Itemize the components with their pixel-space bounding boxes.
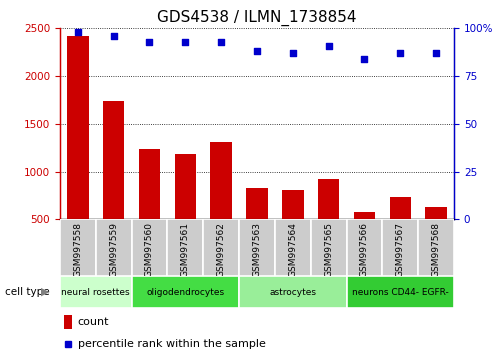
Point [396, 50, 404, 56]
Bar [382, 219, 418, 276]
Bar [347, 219, 382, 276]
Bar [60, 276, 132, 308]
Text: GSM997564: GSM997564 [288, 222, 297, 277]
Point [181, 39, 189, 45]
Text: GSM997558: GSM997558 [73, 222, 82, 277]
Text: cell type: cell type [5, 287, 49, 297]
Text: GSM997562: GSM997562 [217, 222, 226, 277]
Bar [282, 190, 303, 219]
Text: neural rosettes: neural rosettes [61, 287, 130, 297]
Bar [347, 276, 454, 308]
Bar [239, 219, 275, 276]
Bar [239, 276, 347, 308]
Bar [139, 149, 160, 219]
Text: neurons CD44- EGFR-: neurons CD44- EGFR- [352, 287, 449, 297]
Bar [426, 207, 447, 219]
Bar [318, 179, 339, 219]
Text: GSM997565: GSM997565 [324, 222, 333, 277]
Text: GSM997567: GSM997567 [396, 222, 405, 277]
Point [325, 43, 333, 48]
Point [110, 33, 118, 39]
Bar [132, 276, 239, 308]
Bar [275, 219, 311, 276]
Bar [64, 315, 72, 329]
Text: GSM997563: GSM997563 [252, 222, 261, 277]
Point [146, 39, 154, 45]
Bar [132, 219, 167, 276]
Text: GSM997560: GSM997560 [145, 222, 154, 277]
Bar [390, 198, 411, 219]
Bar [60, 219, 96, 276]
Bar [103, 101, 124, 219]
Bar [246, 188, 268, 219]
Text: percentile rank within the sample: percentile rank within the sample [78, 339, 265, 349]
Point [289, 50, 297, 56]
Point [74, 29, 82, 35]
Text: GSM997561: GSM997561 [181, 222, 190, 277]
Text: GSM997566: GSM997566 [360, 222, 369, 277]
Bar [311, 219, 347, 276]
Bar [175, 154, 196, 219]
Bar [167, 219, 203, 276]
Text: oligodendrocytes: oligodendrocytes [146, 287, 225, 297]
Bar [67, 36, 88, 219]
Text: GSM997568: GSM997568 [432, 222, 441, 277]
Bar [211, 142, 232, 219]
Point [217, 39, 225, 45]
Text: ▶: ▶ [41, 287, 50, 297]
Point [432, 50, 440, 56]
Bar [203, 219, 239, 276]
Text: astrocytes: astrocytes [269, 287, 316, 297]
Bar [354, 212, 375, 219]
Point [253, 48, 261, 54]
Bar [418, 219, 454, 276]
Title: GDS4538 / ILMN_1738854: GDS4538 / ILMN_1738854 [157, 9, 357, 25]
Text: count: count [78, 317, 109, 327]
Text: GSM997559: GSM997559 [109, 222, 118, 277]
Bar [96, 219, 132, 276]
Point [360, 56, 368, 62]
